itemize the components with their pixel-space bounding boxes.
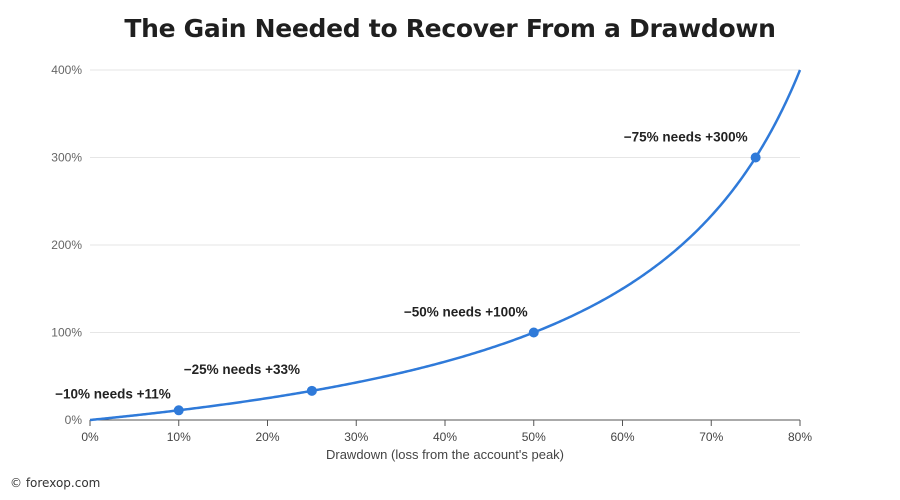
x-axis-ticks: 0% 10% 20% 30% 40% 50% 60% 70% 80% (81, 420, 812, 444)
recovery-curve (89, 69, 802, 422)
x-tick-label: 80% (788, 430, 812, 444)
highlight-point (750, 152, 761, 163)
x-axis-title: Drawdown (loss from the account's peak) (326, 447, 564, 462)
x-tick-label: 40% (433, 430, 457, 444)
chart-title: The Gain Needed to Recover From a Drawdo… (124, 14, 776, 43)
x-tick-label: 10% (167, 430, 191, 444)
point-annotation: −25% needs +33% (184, 362, 300, 377)
x-tick-label: 30% (344, 430, 368, 444)
highlight-point (173, 405, 184, 416)
highlight-points (173, 152, 761, 416)
y-tick-label: 100% (51, 326, 82, 340)
y-tick-label: 400% (51, 63, 82, 77)
chart-canvas: 0% 100% 200% 300% 400% 0% 10% 20% 30% 40% 50% 60% 7… (51, 63, 812, 462)
highlight-point (306, 385, 317, 396)
point-annotation: −50% needs +100% (404, 305, 528, 320)
point-annotations: −10% needs +11% −25% needs +33% −50% needs… (55, 130, 747, 402)
x-tick-label: 0% (81, 430, 99, 444)
x-tick-label: 60% (610, 430, 634, 444)
credit-text: © forexop.com (10, 476, 101, 490)
y-tick-label: 0% (65, 413, 83, 427)
x-tick-label: 20% (255, 430, 279, 444)
highlight-point (528, 327, 539, 338)
y-axis-ticks: 0% 100% 200% 300% 400% (51, 63, 82, 427)
x-tick-label: 50% (522, 430, 546, 444)
point-annotation: −10% needs +11% (55, 386, 171, 401)
gridlines (90, 69, 800, 333)
y-tick-label: 200% (51, 238, 82, 252)
x-tick-label: 70% (699, 430, 723, 444)
y-tick-label: 300% (51, 151, 82, 165)
point-annotation: −75% needs +300% (624, 130, 748, 145)
